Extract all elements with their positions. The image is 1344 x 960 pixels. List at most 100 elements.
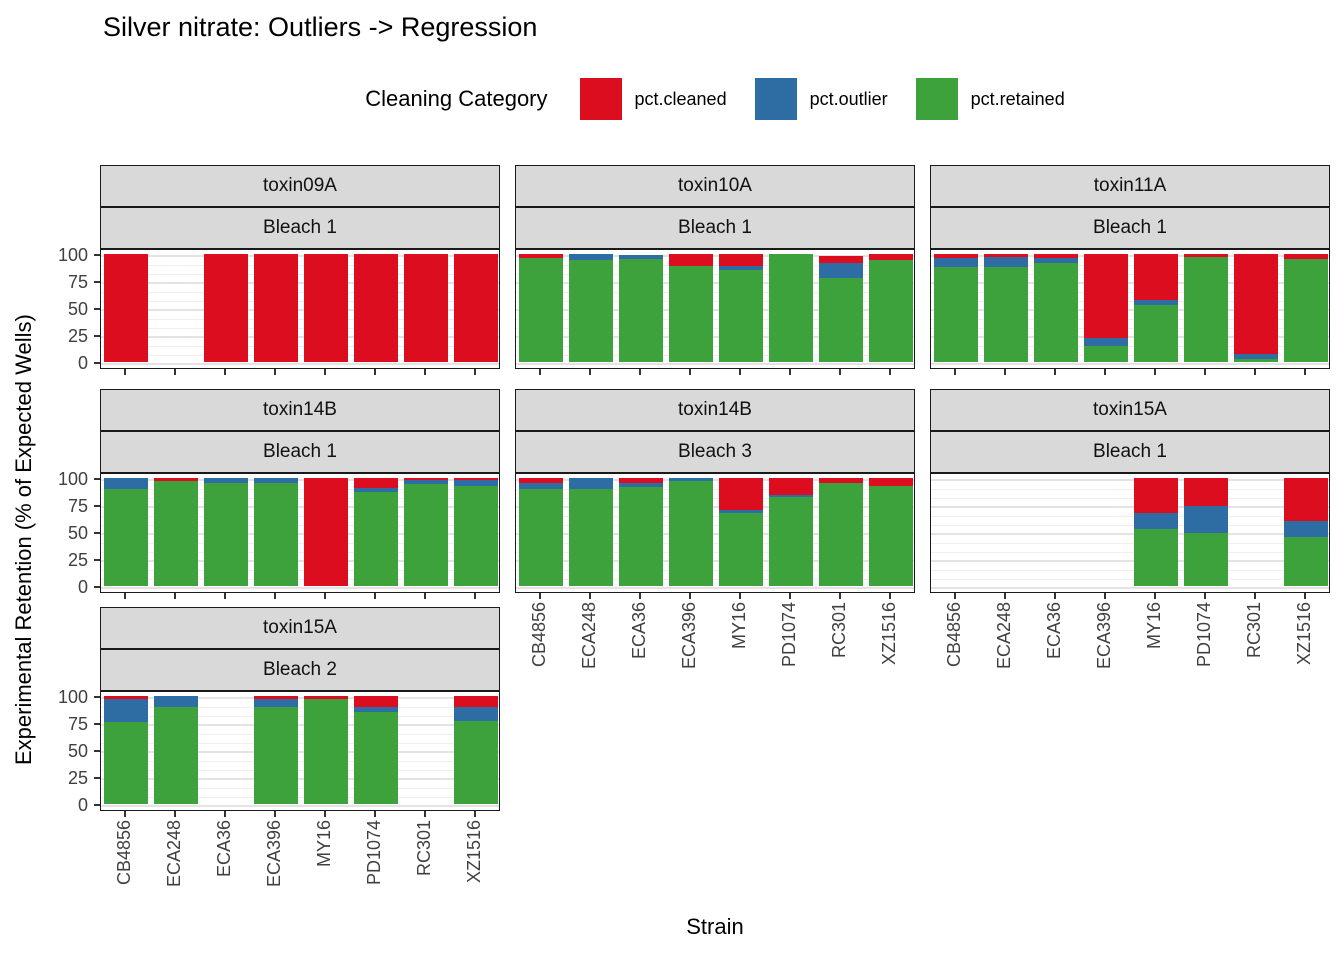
x-tick xyxy=(539,369,541,375)
bar-segment-pct.cleaned xyxy=(304,478,348,586)
x-tick xyxy=(539,593,541,599)
gridline-major xyxy=(931,506,1329,508)
bar-segment-pct.cleaned xyxy=(404,478,448,481)
gridline-minor xyxy=(101,488,499,490)
gridline-major xyxy=(516,309,914,311)
bar-segment-pct.cleaned xyxy=(719,254,763,266)
bar-segment-pct.retained xyxy=(354,712,398,804)
y-tick xyxy=(94,505,100,507)
gridline-major xyxy=(101,805,499,807)
facet-strip-bleach: Bleach 2 xyxy=(100,649,500,691)
y-tick xyxy=(94,777,100,779)
x-tick-label: MY16 xyxy=(1144,602,1164,650)
x-tick xyxy=(424,811,426,817)
bar-segment-pct.retained xyxy=(769,497,813,586)
gridline-minor xyxy=(516,327,914,329)
gridline-major xyxy=(101,282,499,284)
y-tick-label: 50 xyxy=(67,741,88,761)
facet-strip-toxin: toxin14B xyxy=(100,389,500,431)
bar-segment-pct.cleaned xyxy=(254,254,298,362)
y-tick-label: 75 xyxy=(67,272,88,292)
y-axis-title: Experimental Retention (% of Expected We… xyxy=(11,314,36,766)
gridline-minor xyxy=(101,327,499,329)
gridline-minor xyxy=(101,524,499,526)
bar-segment-pct.cleaned xyxy=(619,478,663,484)
gridline-minor xyxy=(101,569,499,571)
y-tick xyxy=(94,586,100,588)
gridline-minor xyxy=(101,291,499,293)
x-tick xyxy=(374,593,376,599)
bar-segment-pct.outlier xyxy=(719,510,763,513)
x-tick xyxy=(1204,593,1206,599)
gridline-minor xyxy=(931,327,1329,329)
gridline-major xyxy=(516,336,914,338)
bar-segment-pct.retained xyxy=(304,699,348,804)
gridline-minor xyxy=(516,264,914,266)
x-tick xyxy=(1104,593,1106,599)
bar-segment-pct.outlier xyxy=(354,706,398,713)
gridline-minor xyxy=(101,273,499,275)
bar-segment-pct.cleaned xyxy=(719,478,763,511)
x-tick xyxy=(689,593,691,599)
y-tick-label: 50 xyxy=(67,523,88,543)
gridline-minor xyxy=(516,497,914,499)
gridline-minor xyxy=(931,524,1329,526)
bar-segment-pct.retained xyxy=(1034,262,1078,362)
x-tick xyxy=(324,593,326,599)
bar-segment-pct.cleaned xyxy=(869,478,913,486)
gridline-major xyxy=(516,560,914,562)
x-tick-label: RC301 xyxy=(829,602,849,659)
x-tick xyxy=(124,811,126,817)
bar-segment-pct.retained xyxy=(204,483,248,586)
gridline-major xyxy=(101,533,499,535)
bar-segment-pct.retained xyxy=(104,721,148,804)
gridline-major xyxy=(101,560,499,562)
gridline-major xyxy=(101,506,499,508)
gridline-major xyxy=(931,560,1329,562)
x-tick-label: ECA396 xyxy=(1094,602,1114,670)
bar-segment-pct.cleaned xyxy=(769,478,813,496)
x-tick xyxy=(739,593,741,599)
bar-segment-pct.cleaned xyxy=(1234,254,1278,355)
legend-swatch-pct.cleaned xyxy=(579,78,622,120)
gridline-major xyxy=(516,282,914,284)
legend-title: Cleaning Category xyxy=(365,86,548,111)
bar-segment-pct.retained xyxy=(1184,257,1228,362)
x-tick xyxy=(224,593,226,599)
legend-swatch-pct.retained xyxy=(915,78,958,120)
x-tick xyxy=(1054,593,1056,599)
bar-segment-pct.cleaned xyxy=(304,254,348,362)
x-tick xyxy=(374,369,376,375)
bar-segment-pct.outlier xyxy=(354,487,398,493)
bar-segment-pct.cleaned xyxy=(454,478,498,481)
x-tick xyxy=(689,369,691,375)
x-tick xyxy=(839,593,841,599)
bar-segment-pct.retained xyxy=(1184,533,1228,586)
bar-segment-pct.outlier xyxy=(719,265,763,271)
gridline-major xyxy=(101,724,499,726)
x-tick xyxy=(424,369,426,375)
x-tick-label: ECA36 xyxy=(629,602,649,660)
gridline-major xyxy=(516,479,914,481)
x-tick-label: MY16 xyxy=(729,602,749,650)
y-tick-label: 100 xyxy=(57,687,88,707)
bar-segment-pct.cleaned xyxy=(204,254,248,362)
bar-segment-pct.retained xyxy=(719,512,763,586)
x-tick-label: ECA36 xyxy=(1044,602,1064,660)
x-tick xyxy=(474,369,476,375)
bar-segment-pct.outlier xyxy=(619,255,663,260)
x-tick xyxy=(1254,369,1256,375)
y-tick-label: 0 xyxy=(77,795,88,815)
gridline-major xyxy=(101,255,499,257)
gridline-major xyxy=(931,363,1329,365)
x-tick xyxy=(324,369,326,375)
x-tick xyxy=(274,369,276,375)
x-tick xyxy=(639,369,641,375)
bar-segment-pct.cleaned xyxy=(1134,478,1178,513)
x-tick-label: ECA248 xyxy=(994,602,1014,670)
x-tick xyxy=(954,369,956,375)
y-tick xyxy=(94,723,100,725)
bar-segment-pct.outlier xyxy=(1034,258,1078,263)
bar-segment-pct.retained xyxy=(819,277,863,362)
bar-segment-pct.cleaned xyxy=(254,696,298,700)
